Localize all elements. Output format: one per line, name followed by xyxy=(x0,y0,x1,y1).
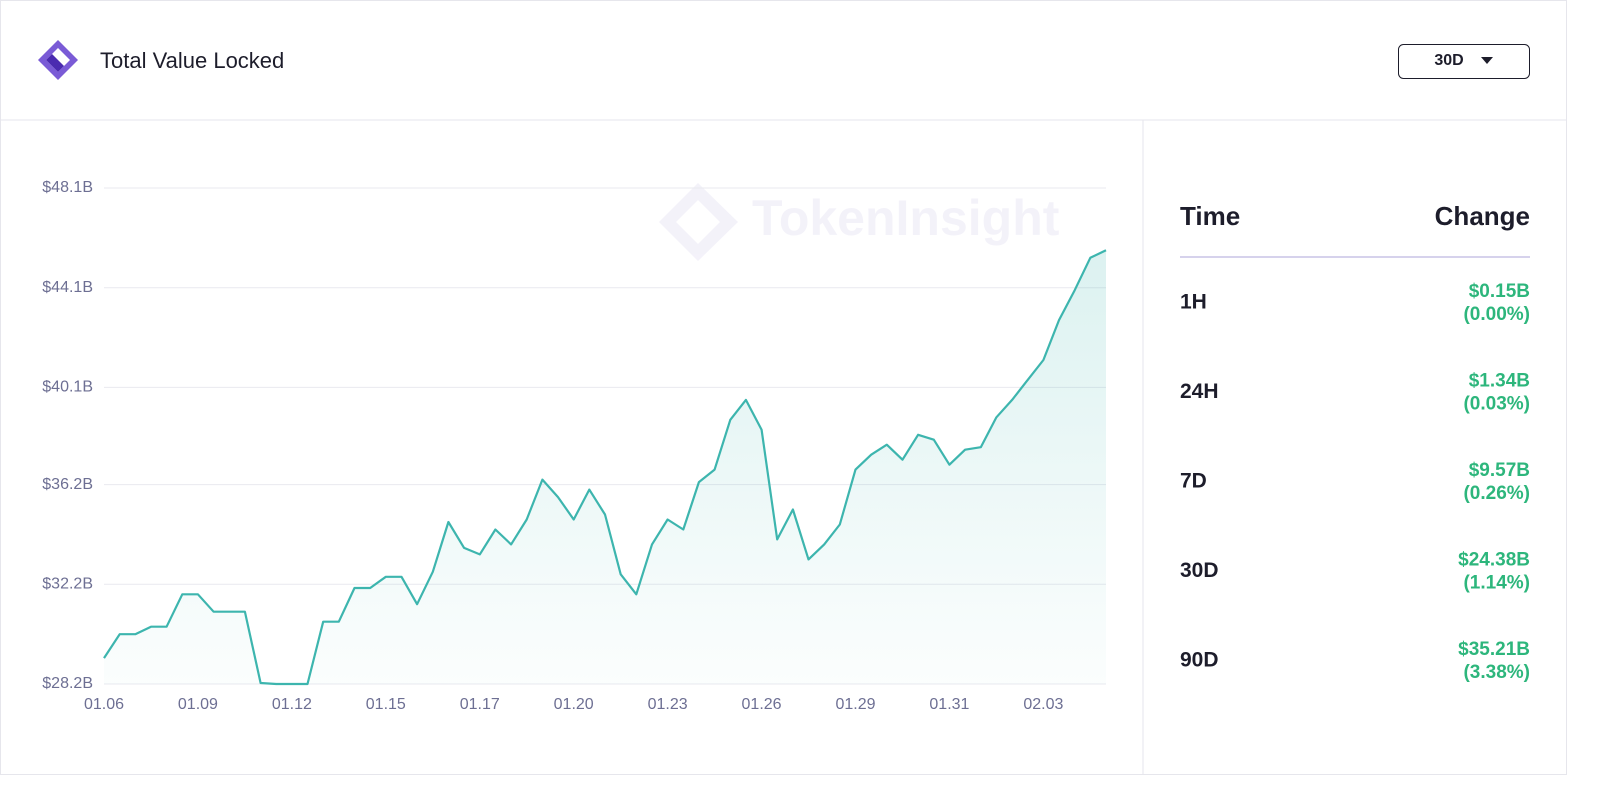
x-tick-label: 01.23 xyxy=(648,696,688,713)
x-tick-label: 01.12 xyxy=(272,696,312,713)
title: Total Value Locked xyxy=(100,48,284,73)
y-tick-label: $48.1B xyxy=(42,179,93,196)
row-change: $24.38B xyxy=(1458,550,1530,571)
dropdown-box[interactable] xyxy=(1398,44,1530,79)
x-tick-label: 02.03 xyxy=(1023,696,1063,713)
x-tick-label: 01.26 xyxy=(742,696,782,713)
y-tick-label: $32.2B xyxy=(42,576,93,593)
x-tick-label: 01.06 xyxy=(84,696,124,713)
x-tick-label: 01.29 xyxy=(835,696,875,713)
row-percent: (3.38%) xyxy=(1463,662,1530,683)
x-tick-label: 01.17 xyxy=(460,696,500,713)
row-percent: (0.00%) xyxy=(1463,304,1530,325)
table-header: Time xyxy=(1180,201,1240,231)
watermark-text: TokenInsight xyxy=(752,190,1060,246)
y-tick-label: $28.2B xyxy=(42,675,93,692)
dropdown-arrow[interactable] xyxy=(1481,57,1493,64)
x-tick-label: 01.20 xyxy=(554,696,594,713)
row-change: $9.57B xyxy=(1469,460,1530,481)
row-percent: (1.14%) xyxy=(1463,573,1530,594)
table-header: Change xyxy=(1435,201,1530,231)
y-tick-label: $44.1B xyxy=(42,279,93,296)
row-change: $35.21B xyxy=(1458,639,1530,660)
dropdown-label[interactable]: 30D xyxy=(1434,52,1463,69)
row-period: 1H xyxy=(1180,291,1207,314)
x-tick-label: 01.31 xyxy=(929,696,969,713)
row-period: 7D xyxy=(1180,470,1207,493)
logo xyxy=(38,40,78,80)
x-tick-label: 01.15 xyxy=(366,696,406,713)
watermark: TokenInsight xyxy=(659,183,1060,261)
y-tick-label: $36.2B xyxy=(42,476,93,493)
area xyxy=(104,250,1106,685)
row-percent: (0.03%) xyxy=(1463,394,1530,415)
row-change: $0.15B xyxy=(1469,281,1530,302)
row-percent: (0.26%) xyxy=(1463,483,1530,504)
x-tick-label: 01.09 xyxy=(178,696,218,713)
line xyxy=(103,249,1107,686)
y-tick-label: $40.1B xyxy=(42,379,93,396)
row-change: $1.34B xyxy=(1469,371,1530,392)
row-period: 90D xyxy=(1180,649,1219,672)
row-period: 30D xyxy=(1180,559,1219,582)
range-dropdown[interactable]: 30D xyxy=(1398,44,1530,79)
row-period: 24H xyxy=(1180,380,1219,403)
